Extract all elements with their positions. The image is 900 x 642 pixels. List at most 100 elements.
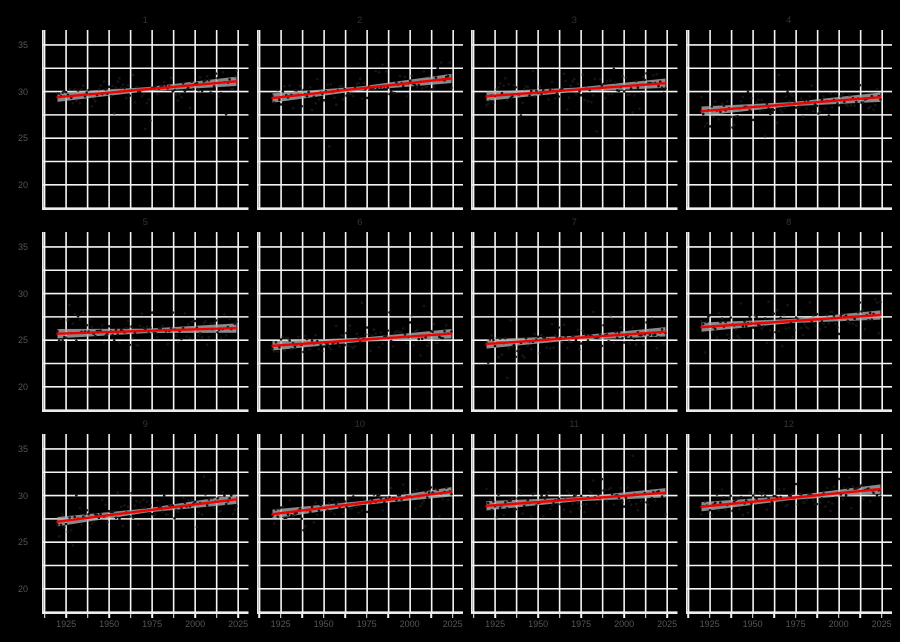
facet-title: 8 xyxy=(786,216,792,228)
x-tick-mark xyxy=(194,614,196,618)
x-tick-mark xyxy=(43,614,46,618)
panel-gridlines xyxy=(471,434,678,614)
regression-line xyxy=(270,77,453,100)
facet-panel xyxy=(42,30,249,210)
x-tick-mark xyxy=(494,614,496,618)
x-tick-label: 1925 xyxy=(56,619,77,629)
panel-gridlines xyxy=(685,30,892,210)
regression-line xyxy=(699,487,882,508)
x-tick-label: 1975 xyxy=(785,619,806,629)
x-axis-labels: 1925 1950 1975 2000 2025 xyxy=(686,614,893,634)
scatter-points xyxy=(699,73,882,138)
facet-plot-area xyxy=(256,434,463,614)
y-axis-labels: 20 25 30 35 xyxy=(0,232,34,412)
facet-panel xyxy=(471,232,678,412)
facet-title: 3 xyxy=(571,14,577,26)
regression-line xyxy=(270,490,453,516)
x-tick-mark xyxy=(880,614,883,618)
y-tick-label: 35 xyxy=(17,39,28,50)
x-tick-mark xyxy=(108,614,110,618)
x-axis-labels: 1925 1950 1975 2000 2025 xyxy=(257,614,464,634)
y-tick-label: 20 xyxy=(17,179,28,190)
axis-spines xyxy=(42,232,249,412)
regression-line xyxy=(270,332,453,347)
axis-spines xyxy=(256,434,463,614)
facet-plot-area xyxy=(685,30,892,210)
x-tick-mark xyxy=(580,614,582,618)
facet-panel xyxy=(256,30,463,210)
x-axis-labels: 1925 1950 1975 2000 2025 xyxy=(42,614,249,634)
facet-panel xyxy=(256,434,463,614)
x-tick-mark xyxy=(794,614,797,618)
x-tick-label: 1950 xyxy=(99,619,120,629)
panel-gridlines xyxy=(42,232,249,412)
facet-panel xyxy=(685,30,892,210)
panel-gridlines xyxy=(685,434,892,614)
x-tick-mark xyxy=(151,614,153,618)
facet-plot-area xyxy=(42,434,249,614)
panel-gridlines xyxy=(256,30,463,210)
facet-panel xyxy=(685,434,892,614)
regression-line xyxy=(56,80,238,99)
facet-plot-area xyxy=(471,434,678,614)
x-tick-mark xyxy=(430,614,432,618)
facet-title: 7 xyxy=(571,216,577,228)
x-tick-label: 1925 xyxy=(485,619,506,629)
facet-title: 11 xyxy=(569,418,580,430)
x-tick-mark xyxy=(730,614,732,618)
regression-line xyxy=(56,498,238,523)
axis-spines xyxy=(471,434,678,614)
x-tick-mark xyxy=(687,614,689,618)
x-tick-mark xyxy=(558,614,561,618)
x-tick-label: 1950 xyxy=(313,619,334,629)
y-tick-label: 20 xyxy=(17,381,28,392)
facet-plot-area xyxy=(256,30,463,210)
regression-line xyxy=(56,326,238,335)
facet-plot-area xyxy=(42,232,249,412)
x-tick-label: 2025 xyxy=(228,619,249,629)
y-tick-label: 20 xyxy=(17,583,28,594)
scatter-points xyxy=(270,301,453,357)
x-tick-label: 2000 xyxy=(828,619,849,629)
panel-gridlines xyxy=(471,30,678,210)
y-tick-label: 35 xyxy=(17,443,28,454)
x-tick-label: 2025 xyxy=(442,619,463,629)
x-tick-label: 1925 xyxy=(699,619,720,629)
facet-title: 6 xyxy=(357,216,363,228)
y-tick-label: 35 xyxy=(17,241,28,252)
x-axis-labels: 1925 1950 1975 2000 2025 xyxy=(471,614,678,634)
panel-gridlines xyxy=(256,434,463,614)
facet-panel xyxy=(471,434,678,614)
x-tick-mark xyxy=(172,614,175,618)
axis-spines xyxy=(256,232,463,412)
panel-gridlines xyxy=(471,232,678,412)
x-tick-label: 2025 xyxy=(657,619,678,629)
x-tick-mark xyxy=(344,614,346,618)
scatter-points xyxy=(485,454,667,519)
facet-title: 12 xyxy=(783,418,795,430)
x-tick-mark xyxy=(237,614,239,618)
y-tick-label: 30 xyxy=(17,288,28,299)
x-tick-mark xyxy=(644,614,647,618)
x-tick-label: 1975 xyxy=(356,619,377,629)
panel-gridlines xyxy=(256,232,463,412)
axis-spines xyxy=(42,30,249,210)
scatter-points xyxy=(699,445,882,517)
x-tick-mark xyxy=(65,614,67,618)
scatter-points xyxy=(485,67,667,133)
x-tick-mark xyxy=(515,614,518,618)
x-tick-mark xyxy=(129,614,132,618)
regression-line xyxy=(699,95,882,113)
x-tick-mark xyxy=(301,614,303,618)
x-tick-mark xyxy=(279,614,282,618)
y-tick-label: 25 xyxy=(17,537,28,548)
axis-spines xyxy=(256,30,463,210)
facet-title: 10 xyxy=(354,418,366,430)
scatter-points xyxy=(56,475,238,547)
x-tick-label: 1975 xyxy=(142,619,163,629)
x-tick-label: 1950 xyxy=(528,619,549,629)
y-tick-label: 25 xyxy=(17,335,28,346)
facet-panel xyxy=(42,232,249,412)
regression-line xyxy=(485,81,667,98)
